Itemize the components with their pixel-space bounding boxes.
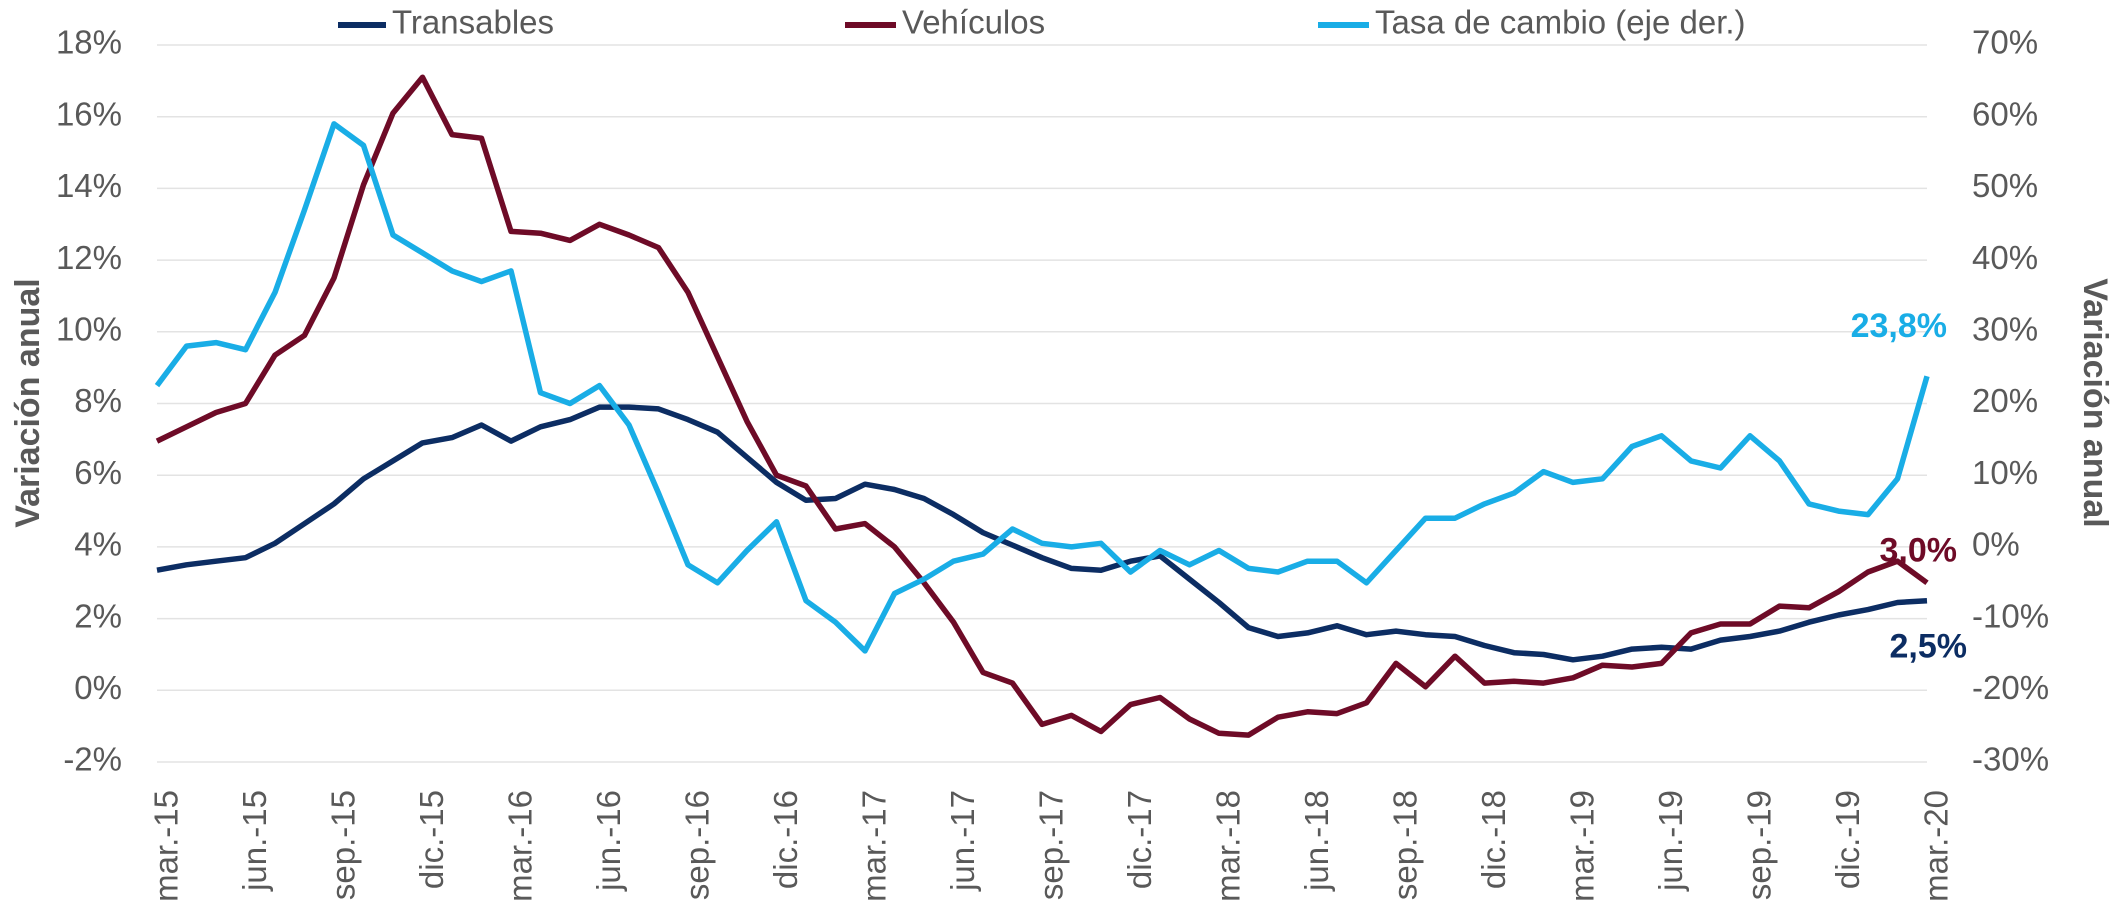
legend-label: Vehículos [902, 4, 1045, 41]
data-label: 2,5% [1890, 628, 1968, 666]
y2-tick-label: 10% [1972, 454, 2038, 491]
x-tick-label: sep.-18 [1387, 790, 1424, 900]
x-tick-label: jun.-16 [590, 790, 627, 892]
x-tick-label: mar.-20 [1918, 790, 1955, 902]
x-tick-label: mar.-18 [1210, 790, 1247, 902]
x-tick-label: dic.-19 [1829, 790, 1866, 889]
x-tick-label: mar.-19 [1564, 790, 1601, 902]
x-tick-label: mar.-16 [502, 790, 539, 902]
y-tick-label: 18% [56, 24, 122, 61]
x-tick-label: sep.-19 [1741, 790, 1778, 900]
y-tick-label: 14% [56, 167, 122, 204]
y2-tick-label: 40% [1972, 239, 2038, 276]
y2-tick-label: 0% [1972, 526, 2020, 563]
series-line [155, 74, 1929, 738]
x-tick-label: dic.-16 [767, 790, 804, 889]
x-tick-label: sep.-15 [325, 790, 362, 900]
x-tick-label: jun.-17 [944, 790, 981, 892]
y-tick-label: -2% [63, 741, 122, 778]
data-label: 3,0% [1880, 532, 1958, 570]
y2-tick-label: -20% [1972, 669, 2049, 706]
x-tick-label: sep.-16 [679, 790, 716, 900]
y2-tick-label: 60% [1972, 95, 2038, 132]
series-line [154, 121, 1930, 654]
x-tick-label: mar.-17 [856, 790, 893, 902]
x-tick-label: dic.-17 [1121, 790, 1158, 889]
y-tick-label: 0% [74, 669, 122, 706]
x-tick-label: sep.-17 [1033, 790, 1070, 900]
y2-axis-title: Variación anual [2076, 278, 2114, 527]
y2-tick-label: 70% [1972, 24, 2038, 61]
y2-tick-label: -30% [1972, 741, 2049, 778]
x-tick-label: mar.-15 [148, 790, 185, 902]
x-tick-label: jun.-18 [1298, 790, 1335, 892]
legend-label: Transables [392, 4, 554, 41]
x-tick-label: dic.-15 [413, 790, 450, 889]
y-tick-label: 8% [74, 382, 122, 419]
y-tick-label: 16% [56, 95, 122, 132]
y2-tick-label: 30% [1972, 311, 2038, 348]
legend-label: Tasa de cambio (eje der.) [1375, 4, 1746, 41]
y-tick-label: 12% [56, 239, 122, 276]
data-label: 23,8% [1851, 307, 1947, 345]
y-tick-label: 2% [74, 597, 122, 634]
y-axis-title: Variación anual [9, 278, 47, 527]
y2-tick-label: 50% [1972, 167, 2038, 204]
y-tick-label: 4% [74, 526, 122, 563]
x-tick-label: jun.-15 [236, 790, 273, 892]
y-tick-label: 6% [74, 454, 122, 491]
x-tick-label: dic.-18 [1475, 790, 1512, 889]
series-line [156, 404, 1928, 663]
y2-tick-label: 20% [1972, 382, 2038, 419]
x-tick-label: jun.-19 [1652, 790, 1689, 892]
y-tick-label: 10% [56, 311, 122, 348]
y2-tick-label: -10% [1972, 597, 2049, 634]
